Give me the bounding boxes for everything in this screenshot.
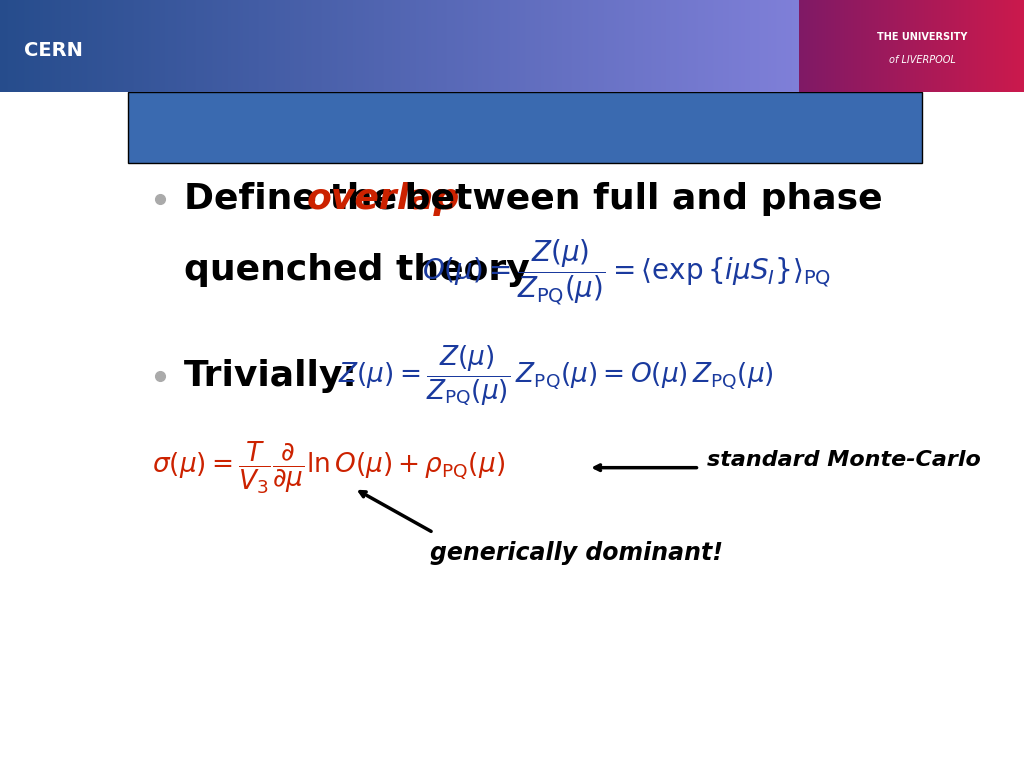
Text: between full and phase: between full and phase (392, 181, 883, 216)
Text: generically dominant!: generically dominant! (430, 541, 723, 565)
Text: $O(\mu) = \dfrac{Z(\mu)}{Z_{\mathrm{PQ}}(\mu)} = \langle\exp\{i\mu S_I\}\rangle_: $O(\mu) = \dfrac{Z(\mu)}{Z_{\mathrm{PQ}}… (422, 237, 830, 307)
Text: standard Monte-Carlo: standard Monte-Carlo (708, 450, 981, 470)
FancyBboxPatch shape (128, 92, 922, 163)
Text: THE UNIVERSITY: THE UNIVERSITY (878, 31, 968, 42)
Text: CERN: CERN (24, 41, 83, 60)
Text: of LIVERPOOL: of LIVERPOOL (889, 55, 956, 65)
Text: $\sigma(\mu) = \dfrac{T}{V_3}\dfrac{\partial}{\partial\mu}\ln O(\mu) + \rho_{\ma: $\sigma(\mu) = \dfrac{T}{V_3}\dfrac{\par… (152, 439, 505, 496)
Text: Trivially:: Trivially: (183, 359, 357, 393)
Text: $Z(\mu) = \dfrac{Z(\mu)}{Z_{\mathrm{PQ}}(\mu)}\, Z_{\mathrm{PQ}}(\mu) = O(\mu)\,: $Z(\mu) = \dfrac{Z(\mu)}{Z_{\mathrm{PQ}}… (338, 344, 774, 409)
Text: overlap: overlap (306, 181, 460, 216)
Text: quenched theory: quenched theory (183, 253, 529, 286)
Text: Define the: Define the (183, 181, 410, 216)
